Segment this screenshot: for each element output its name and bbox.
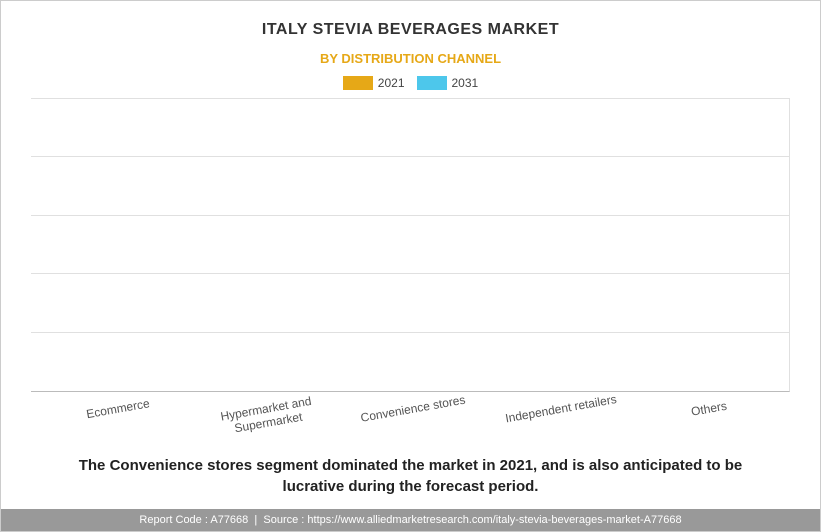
bar-groups — [41, 99, 779, 391]
chart-title: ITALY STEVIA BEVERAGES MARKET — [31, 21, 790, 39]
swatch-2021 — [343, 76, 373, 90]
x-label: Ecommerce — [46, 380, 193, 458]
source-label: Source : — [263, 514, 304, 526]
report-code: A77668 — [210, 514, 248, 526]
source-url: https://www.alliedmarketresearch.com/ita… — [307, 514, 681, 526]
legend: 2021 2031 — [31, 76, 790, 90]
swatch-2031 — [417, 76, 447, 90]
legend-item-2021: 2021 — [343, 76, 405, 90]
legend-item-2031: 2031 — [417, 76, 479, 90]
x-label: Convenience stores — [342, 380, 489, 458]
caption-text: The Convenience stores segment dominated… — [31, 447, 790, 509]
legend-label-2021: 2021 — [378, 76, 405, 90]
x-label: Hypermarket and Supermarket — [194, 380, 341, 458]
x-label: Independent retailers — [489, 380, 636, 458]
report-code-label: Report Code : — [139, 514, 207, 526]
chart-plot-area — [31, 98, 790, 392]
x-label: Others — [637, 380, 784, 458]
footer: Report Code : A77668 | Source : https://… — [1, 509, 820, 531]
chart-subtitle: BY DISTRIBUTION CHANNEL — [31, 51, 790, 66]
legend-label-2031: 2031 — [452, 76, 479, 90]
x-axis-labels: EcommerceHypermarket and SupermarketConv… — [31, 392, 790, 447]
